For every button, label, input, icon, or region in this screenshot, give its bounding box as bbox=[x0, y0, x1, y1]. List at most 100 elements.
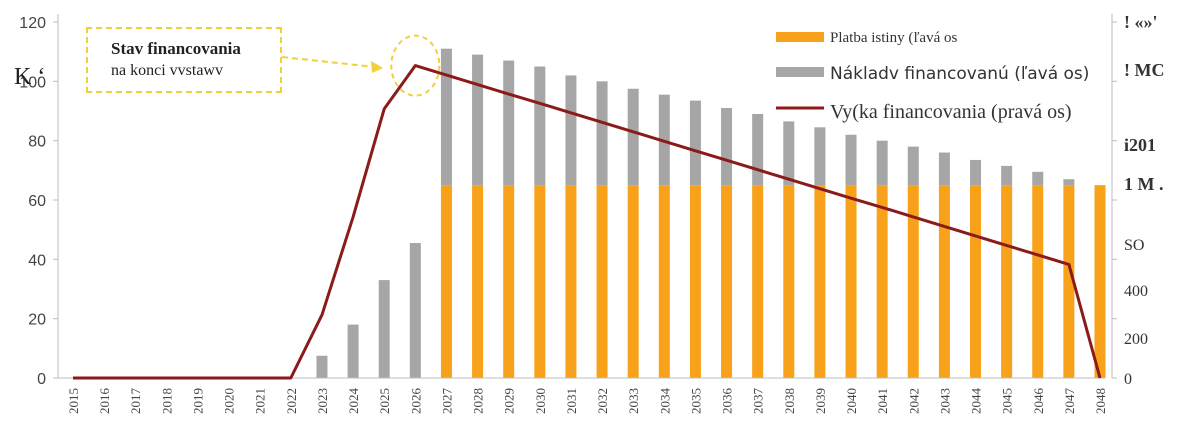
bar-financing-costs bbox=[534, 66, 546, 186]
left-axis: 0 20 40 60 80 100 120 bbox=[19, 14, 59, 388]
right-axis: 0 200 400 SO 1 M . i201 ! MC ! «»' bbox=[1111, 12, 1164, 388]
bar-principal bbox=[814, 185, 826, 378]
annotation-box bbox=[86, 27, 282, 93]
x-axis-tick-label: 2023 bbox=[315, 388, 330, 414]
legend-swatch-costs bbox=[776, 67, 824, 77]
bar-principal bbox=[689, 185, 701, 378]
annotation-arrowhead bbox=[371, 61, 383, 73]
x-axis-tick-label: 2015 bbox=[66, 388, 81, 414]
legend-label-principal: Platba istiny (ľavá os bbox=[830, 30, 958, 46]
annotation-marks bbox=[281, 34, 441, 97]
bar-principal bbox=[1032, 185, 1044, 378]
x-axis-tick-label: 2041 bbox=[875, 388, 890, 414]
bar-principal bbox=[472, 185, 484, 378]
bar-financing-costs bbox=[1063, 179, 1075, 186]
right-axis-tick-label: 200 bbox=[1124, 331, 1148, 348]
right-axis-tick-label: 0 bbox=[1124, 371, 1132, 388]
bar-financing-costs bbox=[970, 159, 982, 186]
bar-financing-costs bbox=[689, 100, 701, 186]
x-axis-tick-label: 2018 bbox=[159, 388, 174, 414]
legend-swatch-principal bbox=[776, 32, 824, 42]
bar-financing-costs bbox=[845, 134, 857, 186]
x-axis-tick-label: 2021 bbox=[253, 388, 268, 414]
left-axis-tick-label: 40 bbox=[28, 252, 46, 269]
bar-principal bbox=[752, 185, 764, 378]
x-axis-tick-label: 2048 bbox=[1093, 388, 1108, 414]
x-axis-tick-label: 2033 bbox=[626, 388, 641, 414]
bar-principal bbox=[970, 185, 982, 378]
left-axis-tick-label: 0 bbox=[37, 371, 46, 388]
bar-financing-costs bbox=[565, 75, 577, 186]
bar-financing-costs bbox=[1001, 165, 1013, 186]
x-axis-tick-label: 2017 bbox=[128, 388, 143, 415]
x-axis: 2015 2016 2017 2018 2019 2020 2021 2022 2023 2024… bbox=[58, 377, 1108, 415]
bar-financing-costs bbox=[907, 146, 919, 186]
x-axis-tick-label: 2043 bbox=[937, 388, 952, 414]
x-axis-tick-label: 2034 bbox=[657, 388, 672, 415]
right-axis-tick-label: i201 bbox=[1124, 135, 1156, 155]
x-axis-tick-label: 2044 bbox=[969, 388, 984, 415]
x-axis-tick-label: 2025 bbox=[377, 388, 392, 414]
bar-principal bbox=[1001, 185, 1013, 378]
x-axis-tick-label: 2027 bbox=[439, 388, 454, 415]
x-axis-tick-label: 2038 bbox=[782, 388, 797, 414]
legend-label-amount: Vy(ka financovania (pravá os) bbox=[830, 99, 1072, 124]
x-axis-tick-label: 2047 bbox=[1062, 388, 1077, 415]
bar-financing-costs bbox=[472, 54, 484, 186]
x-axis-tick-label: 2039 bbox=[813, 388, 828, 414]
bar-financing-costs bbox=[627, 88, 639, 186]
x-axis-tick-label: 2024 bbox=[346, 388, 361, 415]
bar-financing-costs bbox=[440, 48, 452, 186]
legend-label-amount-text: Vy(ka financovania (pravá os) bbox=[830, 101, 1072, 123]
bar-financing-costs bbox=[814, 127, 826, 186]
bar-principal bbox=[658, 185, 670, 378]
bar-principal bbox=[1063, 185, 1075, 378]
bar-principal bbox=[721, 185, 733, 378]
bar-financing-costs bbox=[596, 81, 608, 186]
right-axis-tick-label: 1 M . bbox=[1124, 174, 1164, 194]
x-axis-tick-label: 2026 bbox=[408, 388, 423, 415]
x-axis-tick-label: 2042 bbox=[906, 388, 921, 414]
bar-financing-costs bbox=[752, 113, 764, 186]
stray-axis-label: K ‘ bbox=[14, 64, 46, 90]
x-axis-tick-label: 2022 bbox=[284, 388, 299, 414]
x-axis-tick-label: 2035 bbox=[688, 388, 703, 414]
right-axis-tick-label: SO bbox=[1124, 237, 1144, 254]
bar-principal bbox=[627, 185, 639, 378]
annotation-arrow bbox=[281, 56, 376, 68]
bar-financing-costs bbox=[721, 108, 733, 186]
x-axis-tick-label: 2030 bbox=[533, 388, 548, 414]
x-axis-tick-label: 2029 bbox=[502, 388, 517, 414]
line-financing-amount bbox=[73, 64, 1102, 380]
right-axis-tick-label: 400 bbox=[1124, 283, 1148, 300]
legend bbox=[776, 32, 824, 110]
x-axis-tick-label: 2019 bbox=[190, 388, 205, 414]
bar-principal bbox=[938, 185, 950, 378]
bar-financing-costs bbox=[783, 121, 795, 186]
annotation-title: Stav financovania bbox=[111, 39, 241, 58]
annotation-circle bbox=[390, 34, 441, 97]
bar-financing-costs bbox=[316, 355, 328, 378]
bar-principal bbox=[440, 185, 452, 378]
bar-financing-costs bbox=[1032, 171, 1044, 186]
bar-principal bbox=[565, 185, 577, 378]
left-axis-tick-label: 80 bbox=[28, 134, 46, 151]
bar-financing-costs bbox=[347, 324, 359, 378]
bar-principal bbox=[1094, 185, 1106, 378]
right-axis-tick-label: ! MC bbox=[1124, 60, 1164, 80]
bar-principal bbox=[845, 185, 857, 378]
line-layer bbox=[73, 64, 1102, 380]
x-axis-tick-label: 2032 bbox=[595, 388, 610, 414]
bar-principal bbox=[907, 185, 919, 378]
right-axis-tick-label: ! «»' bbox=[1124, 12, 1158, 32]
x-axis-tick-label: 2037 bbox=[751, 388, 766, 415]
bar-financing-costs bbox=[503, 60, 515, 186]
x-axis-tick-label: 2031 bbox=[564, 388, 579, 414]
x-axis-tick-label: 2036 bbox=[720, 388, 735, 415]
left-axis-tick-label: 60 bbox=[28, 193, 46, 210]
bar-principal bbox=[876, 185, 888, 378]
left-axis-tick-label: 120 bbox=[19, 15, 46, 32]
x-axis-tick-label: 2046 bbox=[1031, 388, 1046, 415]
bar-principal bbox=[503, 185, 515, 378]
